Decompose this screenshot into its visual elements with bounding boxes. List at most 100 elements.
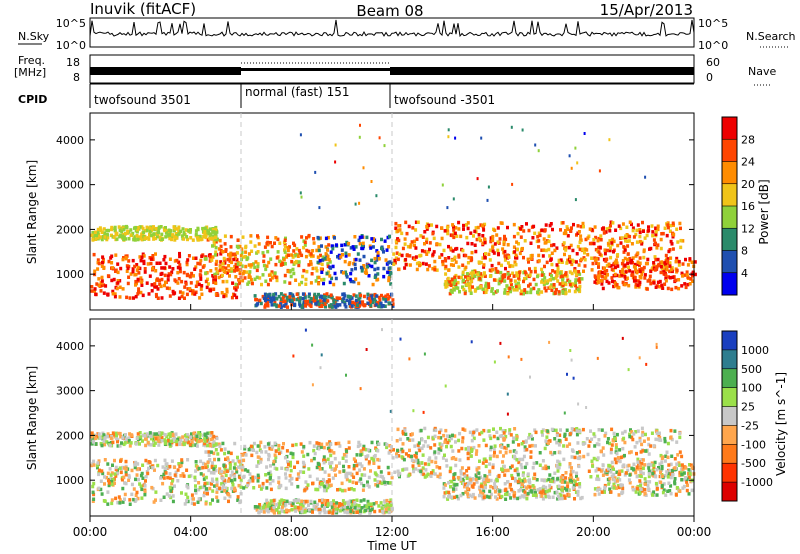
heatmap-cell <box>678 489 682 493</box>
heatmap-cell <box>568 282 572 287</box>
heatmap-cell <box>182 474 186 478</box>
heatmap-cell <box>359 477 363 481</box>
heatmap-cell <box>647 442 651 447</box>
heatmap-cell <box>264 267 268 272</box>
heatmap-cell <box>143 434 147 438</box>
heatmap-cell <box>311 481 315 486</box>
heatmap-cell <box>97 472 101 477</box>
heatmap-cell <box>538 487 542 491</box>
heatmap-cell <box>614 480 618 484</box>
heatmap-cell <box>413 239 417 244</box>
heatmap-cell <box>518 457 522 462</box>
heatmap-cell <box>156 287 160 291</box>
heatmap-cell <box>420 472 424 476</box>
heatmap-cell <box>466 451 470 456</box>
heatmap-cell <box>568 289 571 293</box>
heatmap-cell <box>122 475 126 480</box>
heatmap-cell <box>304 480 308 484</box>
heatmap-cell <box>235 265 239 270</box>
heatmap-cell <box>482 290 486 295</box>
heatmap-cell <box>610 241 614 245</box>
heatmap-cell <box>465 486 469 491</box>
heatmap-cell <box>103 499 107 503</box>
heatmap-cell <box>671 247 675 251</box>
heatmap-cell <box>312 241 316 245</box>
heatmap-cell <box>285 467 289 472</box>
heatmap-cell <box>156 234 159 239</box>
heatmap-cell <box>452 228 456 232</box>
heatmap-cell <box>513 477 517 481</box>
heatmap-cell <box>168 472 172 476</box>
heatmap-cell <box>474 226 478 230</box>
heatmap-cell <box>441 262 445 267</box>
heatmap-cell <box>135 263 139 267</box>
freq-tick-top: 18 <box>66 56 80 69</box>
heatmap-cell <box>438 475 442 480</box>
heatmap-cell <box>116 439 119 444</box>
heatmap-cell <box>493 482 497 486</box>
date-title: 15/Apr/2013 <box>600 1 693 19</box>
heatmap-cell <box>374 472 378 477</box>
heatmap-cell <box>275 467 279 471</box>
heatmap-cell <box>158 235 162 240</box>
heatmap-cell <box>137 287 141 291</box>
heatmap-cell <box>556 268 560 272</box>
freq-tick-bottom: 8 <box>73 71 80 84</box>
heatmap-cell <box>624 270 628 274</box>
heatmap-cell <box>516 479 520 484</box>
heatmap-cell <box>94 436 98 441</box>
heatmap-cell <box>114 496 118 501</box>
heatmap-cell <box>464 265 468 270</box>
heatmap-cell <box>373 256 377 261</box>
heatmap-cell <box>305 248 309 253</box>
heatmap-cell <box>470 250 474 255</box>
heatmap-cell <box>668 261 672 265</box>
heatmap-cell <box>581 221 585 226</box>
heatmap-cell <box>501 429 505 433</box>
heatmap-cell <box>110 471 114 475</box>
heatmap-cell <box>677 461 681 465</box>
heatmap-cell <box>298 299 302 304</box>
heatmap-cell <box>285 255 289 259</box>
heatmap-cell <box>671 468 674 473</box>
heatmap-cell <box>443 491 447 495</box>
heatmap-cell <box>139 290 143 295</box>
heatmap-cell <box>355 498 359 502</box>
heatmap-cell <box>111 292 115 296</box>
heatmap-cell <box>295 297 299 302</box>
heatmap-cell <box>161 465 165 469</box>
heatmap-cell <box>576 489 580 494</box>
heatmap-cell <box>302 444 306 449</box>
heatmap-cell <box>668 264 672 268</box>
heatmap-cell <box>309 252 313 256</box>
heatmap-cell <box>634 282 638 287</box>
heatmap-cell <box>607 281 611 285</box>
heatmap-cell <box>411 226 415 230</box>
heatmap-cell <box>205 228 209 233</box>
heatmap-cell <box>340 270 344 274</box>
cpid-segment-1: twofsound 3501 <box>94 93 191 107</box>
heatmap-cell <box>668 229 672 233</box>
heatmap-cell <box>690 260 694 264</box>
heatmap-cell <box>454 282 458 286</box>
heatmap-cell <box>234 262 238 267</box>
heatmap-cell <box>292 241 295 246</box>
heatmap-cell <box>607 467 610 471</box>
heatmap-cell <box>218 486 222 490</box>
heatmap-cell <box>118 501 122 505</box>
heatmap-cell <box>326 482 330 487</box>
heatmap-cell <box>432 236 436 241</box>
heatmap-cell <box>239 253 243 258</box>
heatmap-cell <box>481 241 485 245</box>
heatmap-cell <box>511 271 515 275</box>
heatmap-cell <box>541 254 545 258</box>
heatmap-cell <box>509 465 513 470</box>
heatmap-cell <box>482 489 486 494</box>
heatmap-cell <box>469 231 473 235</box>
velocity-heatmap <box>90 328 696 515</box>
heatmap-cell <box>383 482 387 486</box>
heatmap-cell <box>564 271 568 275</box>
heatmap-cell <box>446 231 450 236</box>
heatmap-cell <box>255 464 259 468</box>
heatmap-cell <box>227 499 230 504</box>
